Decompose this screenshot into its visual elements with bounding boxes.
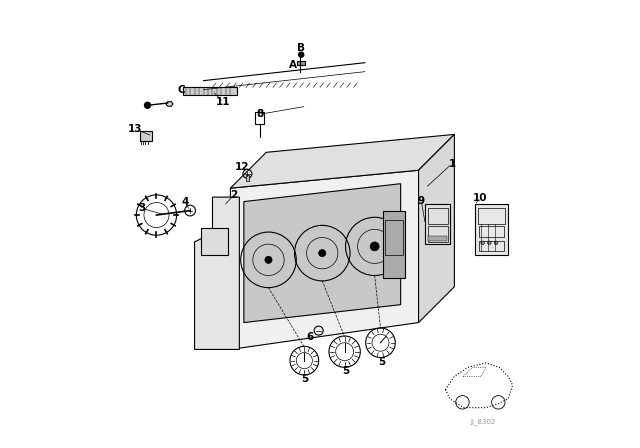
Text: 13: 13	[128, 124, 143, 134]
Circle shape	[145, 102, 150, 108]
Text: C: C	[177, 85, 185, 95]
Text: 4: 4	[181, 198, 188, 207]
Polygon shape	[230, 134, 454, 188]
Bar	[425, 204, 450, 244]
Bar	[297, 61, 305, 65]
Circle shape	[298, 52, 304, 57]
Text: 6: 6	[307, 332, 314, 342]
Polygon shape	[195, 197, 239, 349]
Text: JJ_8302: JJ_8302	[470, 418, 495, 425]
Text: 5: 5	[378, 357, 385, 367]
Text: 11: 11	[216, 97, 230, 107]
Bar	[246, 175, 249, 181]
Bar	[428, 208, 448, 224]
Circle shape	[370, 242, 379, 251]
Bar	[475, 204, 508, 255]
Text: 9: 9	[418, 196, 425, 206]
Text: A: A	[289, 60, 297, 70]
Bar	[479, 241, 504, 251]
Circle shape	[319, 250, 326, 257]
Text: B: B	[297, 43, 305, 53]
Text: 5: 5	[301, 374, 309, 383]
Bar	[477, 208, 506, 224]
Polygon shape	[419, 134, 454, 323]
Bar	[428, 226, 448, 242]
Circle shape	[494, 241, 498, 245]
Text: 1: 1	[449, 159, 456, 168]
Text: 3: 3	[138, 203, 145, 213]
Bar	[385, 220, 403, 255]
Bar	[383, 211, 405, 278]
Bar	[140, 131, 152, 141]
Circle shape	[488, 241, 491, 245]
Bar	[255, 112, 264, 124]
Polygon shape	[244, 184, 401, 323]
Text: 2: 2	[230, 190, 237, 200]
Text: 5: 5	[342, 366, 349, 376]
Circle shape	[265, 256, 272, 263]
Circle shape	[481, 241, 484, 245]
Text: 8: 8	[257, 109, 264, 119]
Polygon shape	[230, 170, 419, 349]
Bar	[202, 228, 228, 255]
Text: 10: 10	[473, 193, 488, 203]
Bar	[428, 236, 447, 241]
Polygon shape	[166, 102, 173, 106]
Text: 12: 12	[236, 162, 250, 172]
Bar	[184, 87, 237, 95]
Bar	[479, 226, 504, 237]
